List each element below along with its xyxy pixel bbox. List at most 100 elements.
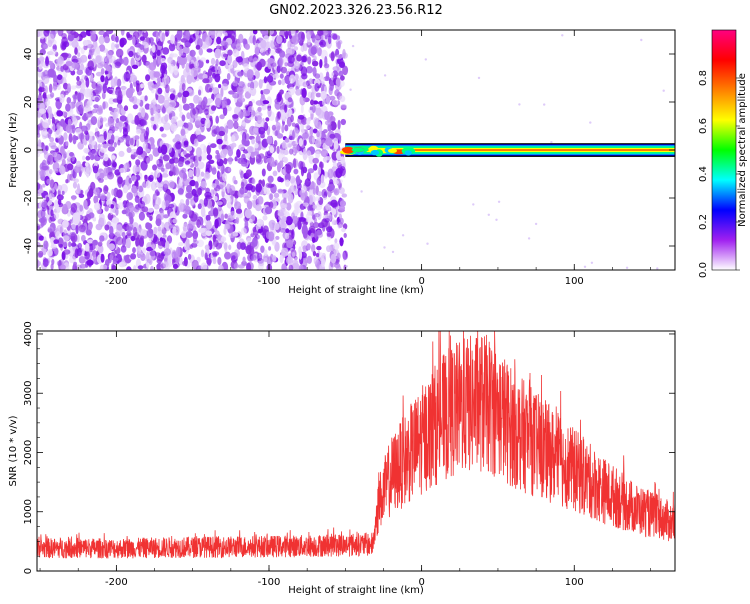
noise-blob — [186, 112, 191, 120]
noise-blob — [263, 257, 268, 262]
noise-blob — [212, 244, 215, 250]
noise-blob — [136, 139, 140, 148]
noise-blob — [188, 169, 194, 178]
noise-blob — [293, 158, 297, 169]
noise-blob — [233, 30, 236, 35]
noise-blob — [286, 255, 294, 265]
noise-blob — [141, 228, 147, 237]
noise-blob — [338, 213, 342, 220]
noise-blob — [130, 235, 136, 242]
noise-blob — [232, 114, 239, 119]
noise-blob — [165, 84, 170, 94]
noise-blob — [107, 117, 115, 128]
noise-blob — [61, 36, 68, 46]
noise-blob — [48, 200, 53, 205]
noise-blob — [107, 146, 115, 152]
noise-blob — [122, 184, 129, 194]
noise-blob — [298, 138, 304, 147]
noise-blob — [132, 36, 136, 46]
colorbar: 0.0 0.2 0.4 0.6 0.8 Normalized spectral ampl… — [698, 29, 748, 278]
noise-blob — [227, 49, 233, 56]
noise-blob — [110, 204, 115, 209]
noise-blob — [76, 80, 82, 86]
noise-blob — [153, 124, 157, 131]
noise-blob — [193, 138, 199, 147]
noise-blob — [158, 187, 162, 192]
noise-blob — [177, 92, 183, 98]
noise-blob — [213, 195, 218, 202]
noise-blob — [269, 146, 275, 154]
noise-blob — [295, 89, 302, 96]
noise-blob — [210, 143, 217, 149]
signal-band-wobble — [370, 149, 380, 156]
noise-blob — [116, 224, 123, 235]
noise-blob — [48, 217, 53, 224]
noise-blob — [246, 262, 252, 270]
noise-blob — [108, 130, 113, 135]
noise-blob — [310, 99, 314, 106]
noise-blob — [174, 134, 181, 140]
noise-blob — [145, 43, 149, 48]
noise-blob — [100, 148, 107, 153]
noise-blob — [333, 189, 338, 194]
noise-blob — [315, 92, 322, 98]
noise-blob — [291, 252, 296, 257]
noise-blob — [257, 106, 262, 113]
noise-blob — [66, 163, 74, 171]
noise-blob — [78, 256, 86, 264]
noise-blob — [235, 208, 243, 214]
y-tick-label: 1000 — [23, 499, 34, 524]
noise-blob — [75, 128, 82, 135]
noise-blob — [324, 56, 328, 67]
noise-blob — [250, 254, 257, 261]
noise-blob — [146, 157, 151, 164]
noise-blob — [182, 213, 188, 219]
noise-blob — [126, 222, 134, 232]
noise-blob — [312, 188, 316, 195]
noise-blob — [185, 192, 193, 199]
noise-blob — [336, 54, 343, 60]
x-tick-label: -100 — [258, 577, 281, 588]
noise-blob — [206, 154, 213, 161]
noise-blob — [284, 179, 290, 187]
noise-blob — [246, 69, 254, 79]
noise-blob — [62, 241, 68, 248]
x-tick-label: 100 — [565, 577, 584, 588]
noise-blob — [306, 243, 311, 251]
noise-blob — [187, 89, 195, 97]
noise-blob — [311, 32, 316, 43]
noise-blob — [189, 179, 196, 187]
noise-blob — [267, 107, 272, 118]
noise-blob — [83, 147, 90, 154]
noise-blob — [157, 240, 164, 246]
noise-blob — [176, 30, 183, 39]
noise-blob — [77, 141, 84, 150]
noise-blob — [192, 107, 200, 116]
noise-blob — [52, 81, 58, 90]
noise-blobs — [37, 30, 665, 270]
noise-blob — [317, 166, 322, 176]
noise-blob — [77, 52, 81, 57]
noise-blob — [240, 242, 246, 251]
noise-blob — [153, 71, 161, 78]
noise-blob — [94, 96, 100, 103]
noise-blob — [132, 247, 136, 254]
noise-blob — [157, 94, 165, 104]
noise-blob — [255, 100, 264, 106]
noise-blob — [98, 177, 104, 183]
noise-blob — [141, 206, 149, 213]
noise-blob — [200, 206, 206, 218]
y-tick-label: 20 — [23, 96, 34, 109]
noise-blob — [169, 181, 177, 189]
noise-blob — [297, 114, 305, 120]
noise-blob — [80, 82, 86, 90]
noise-blob — [204, 108, 209, 116]
noise-blob — [93, 187, 100, 195]
noise-blob — [332, 66, 340, 72]
noise-blob — [296, 54, 302, 62]
noise-blob — [328, 34, 332, 45]
noise-blob — [307, 210, 313, 216]
noise-blob — [37, 171, 40, 178]
noise-blob — [92, 108, 98, 114]
